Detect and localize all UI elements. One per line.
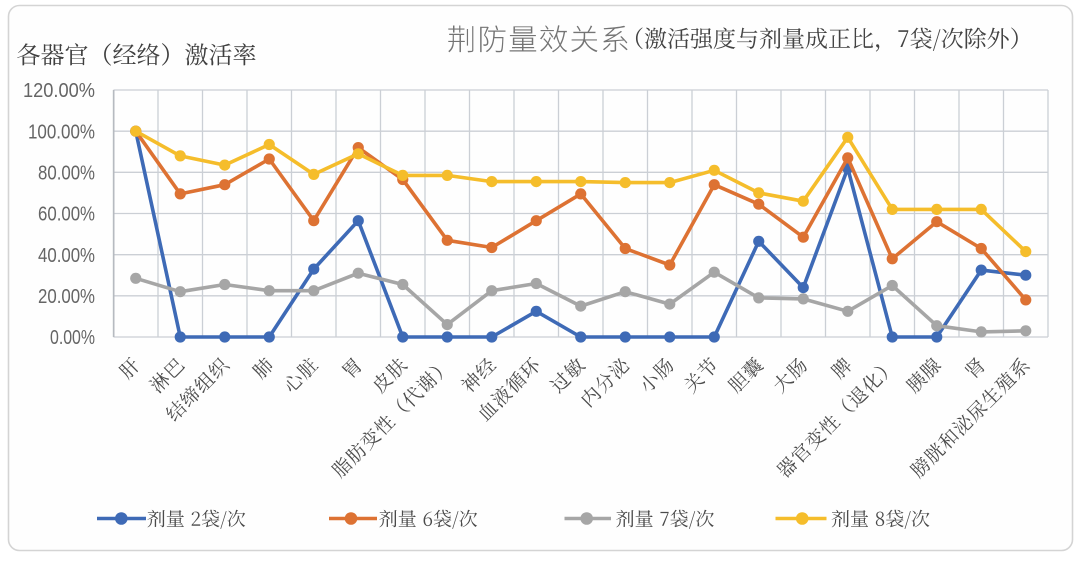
svg-text:0.00%: 0.00% (50, 327, 95, 349)
svg-text:60.00%: 60.00% (38, 204, 95, 226)
svg-text:80.00%: 80.00% (38, 163, 95, 185)
svg-text:40.00%: 40.00% (38, 245, 95, 267)
svg-text:20.00%: 20.00% (38, 286, 95, 308)
svg-text:100.00%: 100.00% (28, 121, 95, 143)
svg-text:120.00%: 120.00% (23, 80, 95, 102)
